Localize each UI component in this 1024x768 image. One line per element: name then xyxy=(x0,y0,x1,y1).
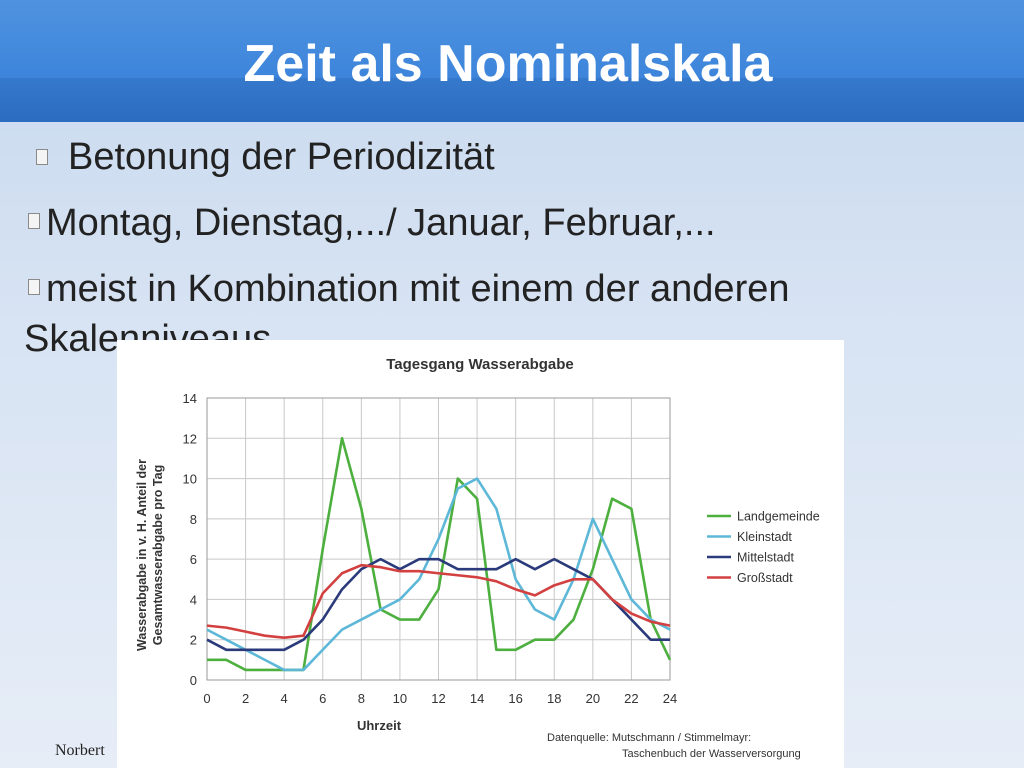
chart-series xyxy=(206,436,672,672)
slide-title: Zeit als Nominalskala xyxy=(243,35,773,93)
y-axis-label-line1: Wasserabgabe in v. H. Anteil der xyxy=(135,459,149,651)
bullet-icon xyxy=(28,279,40,295)
legend-label: Mittelstadt xyxy=(737,551,794,565)
bullet-item: Montag, Dienstag,.../ Januar, Februar,..… xyxy=(28,202,716,245)
y-tick-label: 8 xyxy=(190,512,197,527)
x-tick-label: 2 xyxy=(242,691,249,706)
bullet-text: Betonung der Periodizität xyxy=(68,136,495,178)
x-tick-label: 6 xyxy=(319,691,326,706)
source-line2: Taschenbuch der Wasserversorgung xyxy=(622,748,801,760)
legend-label: Landgemeinde xyxy=(737,510,820,524)
x-tick-label: 20 xyxy=(586,691,600,706)
x-tick-label: 14 xyxy=(470,691,484,706)
line-chart: Tagesgang Wasserabgabe 0 2 4 6 8 10 12 14 16 18 20… xyxy=(135,356,820,760)
x-axis-label: Uhrzeit xyxy=(357,718,402,733)
x-tick-label: 24 xyxy=(663,691,677,706)
series-line-großstadt xyxy=(206,563,671,640)
y-tick-label: 14 xyxy=(183,391,197,406)
plot-border xyxy=(206,397,671,681)
bullet-item: Betonung der Periodizität xyxy=(36,136,495,179)
y-tick-label: 2 xyxy=(190,633,197,648)
legend-label: Großstadt xyxy=(737,571,793,585)
chart-panel: Tagesgang Wasserabgabe 0 2 4 6 8 10 12 14 16 18 20… xyxy=(117,340,844,768)
x-tick-label: 8 xyxy=(358,691,365,706)
y-tick-label: 12 xyxy=(183,431,197,446)
y-tick-label: 10 xyxy=(183,472,197,487)
y-axis-label-line2: Gesamtwasserabgabe pro Tag xyxy=(151,465,165,645)
footer-author: Norbert xyxy=(55,742,105,759)
bullet-icon xyxy=(28,213,40,229)
bullet-text: Montag, Dienstag,.../ Januar, Februar,..… xyxy=(46,202,716,244)
y-tick-label: 6 xyxy=(190,552,197,567)
x-tick-label: 10 xyxy=(393,691,407,706)
x-tick-label: 0 xyxy=(203,691,210,706)
title-band xyxy=(0,78,1024,122)
chart-legend: Landgemeinde Kleinstadt Mittelstadt Großsta… xyxy=(707,510,820,585)
y-tick-label: 4 xyxy=(190,592,197,607)
chart-title: Tagesgang Wasserabgabe xyxy=(386,356,574,373)
source-line1: Datenquelle: Mutschmann / Stimmelmayr: xyxy=(547,732,751,744)
bullet-icon xyxy=(36,149,48,165)
series-line-kleinstadt xyxy=(206,477,671,672)
bullet-item: meist in Kombination mit einem der ander… xyxy=(28,268,790,311)
y-tick-label: 0 xyxy=(190,673,197,688)
x-tick-label: 22 xyxy=(624,691,638,706)
bullet-text: meist in Kombination mit einem der ander… xyxy=(46,268,790,310)
x-tick-label: 18 xyxy=(547,691,561,706)
x-tick-label: 4 xyxy=(281,691,288,706)
x-tick-label: 16 xyxy=(508,691,522,706)
legend-label: Kleinstadt xyxy=(737,530,792,544)
x-tick-label: 12 xyxy=(431,691,445,706)
